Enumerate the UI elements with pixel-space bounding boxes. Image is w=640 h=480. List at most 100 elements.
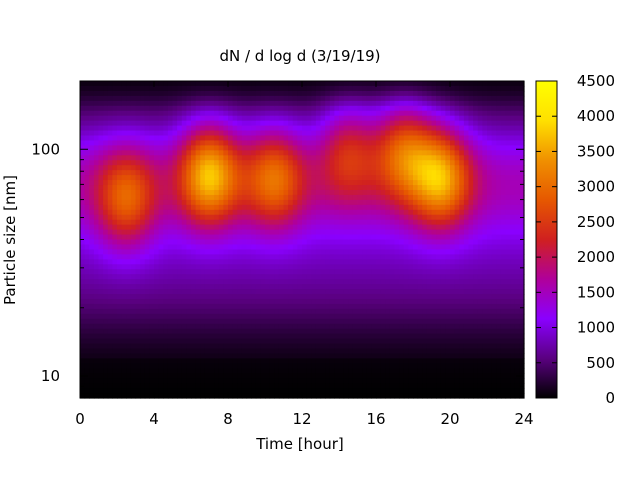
heatmap-cell [93,323,100,330]
heatmap-cell [311,358,317,364]
heatmap-cell [352,293,359,300]
heatmap-cell [181,318,187,325]
heatmap-cell [288,199,294,206]
heatmap-cell [144,264,150,270]
heatmap-cell [389,279,396,285]
heatmap-cell [408,140,414,146]
heatmap-cell [204,110,211,117]
heatmap-cell [315,209,322,216]
heatmap-cell [195,180,201,186]
heatmap-cell [297,199,303,206]
heatmap-cell [246,214,252,221]
heatmap-cell [389,145,396,151]
heatmap-cell [283,95,289,102]
heatmap-cell [422,239,428,246]
heatmap-cell [107,105,113,112]
heatmap-cell [209,388,215,394]
heatmap-cell [93,189,100,196]
heatmap-cell [426,145,433,151]
heatmap-cell [413,204,419,211]
heatmap-cell [149,373,155,379]
heatmap-cell [348,170,354,176]
heatmap-cell [389,303,396,310]
heatmap-cell [352,308,359,315]
heatmap-cell [292,95,298,102]
heatmap-cell [329,234,335,241]
heatmap-cell [274,269,280,275]
heatmap-cell [413,269,419,275]
heatmap-cell [200,254,206,260]
heatmap-cell [288,259,294,265]
heatmap-cell [237,254,243,260]
heatmap-cell [306,303,312,310]
heatmap-cell [366,170,372,176]
heatmap-cell [117,264,123,270]
heatmap-cell [431,323,437,330]
heatmap-cell [292,383,298,389]
heatmap-cell [371,333,377,340]
heatmap-cell [89,338,95,345]
heatmap-cell [232,125,238,132]
heatmap-cell [98,353,104,359]
heatmap-cell [135,140,141,146]
heatmap-cell [265,239,271,246]
heatmap-cell [302,219,308,226]
heatmap-cell [431,194,437,201]
heatmap-cell [399,90,405,97]
heatmap-cell [186,194,192,201]
heatmap-cell [278,383,285,389]
heatmap-cell [306,378,312,384]
heatmap-cell [98,100,104,107]
heatmap-cell [181,289,187,295]
heatmap-cell [255,373,261,379]
heatmap-cell [181,194,187,201]
heatmap-cell [163,269,169,275]
heatmap-cell [329,348,335,355]
heatmap-cell [371,338,377,345]
heatmap-cell [339,150,345,156]
heatmap-cell [394,313,400,320]
heatmap-cell [366,303,372,310]
heatmap-cell [343,373,349,379]
heatmap-cell [394,145,400,151]
heatmap-cell [329,378,335,384]
heatmap-cell [89,145,95,151]
heatmap-cell [431,279,437,285]
heatmap-cell [158,115,164,122]
heatmap-cell [357,353,363,359]
heatmap-cell [181,313,187,320]
heatmap-cell [348,279,354,285]
heatmap-cell [394,100,400,107]
heatmap-cell [315,343,322,350]
heatmap-cell [103,353,109,359]
heatmap-cell [362,90,368,97]
heatmap-cell [394,194,400,201]
heatmap-cell [260,289,266,295]
heatmap-cell [320,229,326,236]
heatmap-cell [431,254,437,260]
heatmap-cell [302,175,308,181]
heatmap-cell [431,313,437,320]
heatmap-cell [107,323,113,330]
heatmap-cell [255,239,261,246]
heatmap-cell [306,125,312,132]
heatmap-cell [329,194,335,201]
heatmap-cell [413,125,419,132]
heatmap-cell [144,239,150,246]
heatmap-cell [191,105,197,112]
heatmap-cell [200,214,206,221]
heatmap-cell [107,254,113,260]
heatmap-cell [325,120,331,127]
heatmap-cell [311,348,317,355]
heatmap-cell [399,239,405,246]
heatmap-cell [385,284,391,290]
heatmap-cell [107,145,113,151]
heatmap-cell [306,130,312,137]
heatmap-cell [103,373,109,379]
heatmap-cell [140,180,146,186]
heatmap-cell [246,175,252,181]
heatmap-cell [288,125,294,132]
heatmap-cell [251,254,257,260]
heatmap-cell [98,105,104,112]
heatmap-cell [191,185,197,191]
